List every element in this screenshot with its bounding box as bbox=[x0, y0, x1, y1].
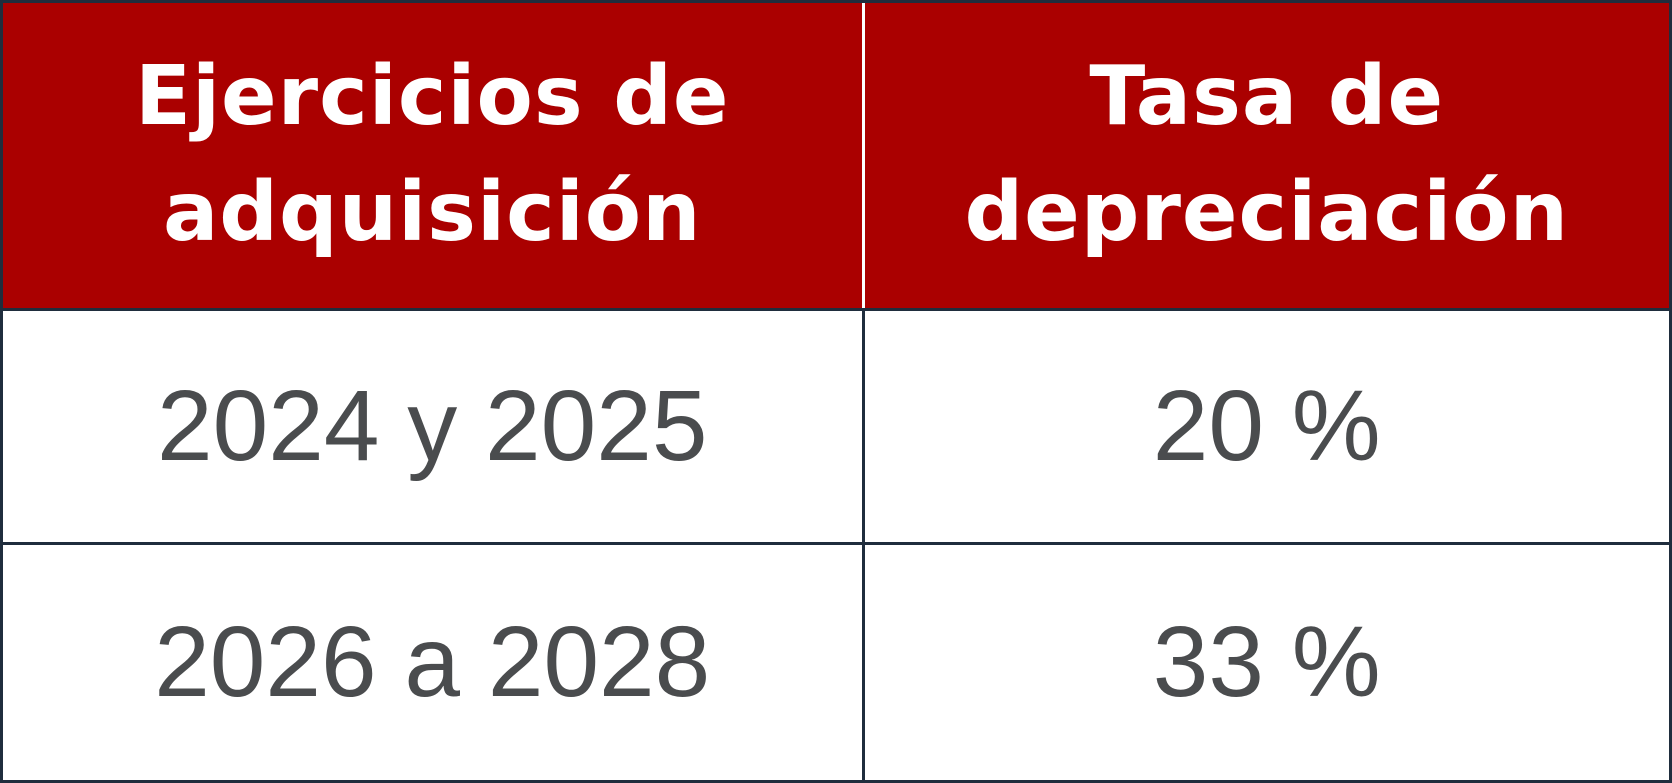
header-depreciation-rate-line2: depreciación bbox=[964, 165, 1570, 261]
header-depreciation-rate-line1: Tasa de bbox=[1089, 49, 1445, 145]
table-row: 2026 a 2028 33 % bbox=[3, 543, 1669, 780]
table-header-row: Ejercicios de adquisición Tasa de deprec… bbox=[3, 3, 1669, 311]
header-acquisition-years-line1: Ejercicios de bbox=[134, 49, 730, 145]
cell-rate: 33 % bbox=[1152, 605, 1381, 718]
header-depreciation-rate: Tasa de depreciación bbox=[863, 3, 1669, 311]
header-acquisition-years-line2: adquisición bbox=[162, 165, 702, 261]
header-acquisition-years: Ejercicios de adquisición bbox=[3, 3, 865, 311]
cell-years: 2026 a 2028 bbox=[3, 543, 865, 780]
cell-years: 2024 y 2025 bbox=[3, 309, 865, 545]
cell-rate: 20 % bbox=[863, 309, 1669, 545]
table-row: 2024 y 2025 20 % bbox=[3, 309, 1669, 545]
depreciation-table: Ejercicios de adquisición Tasa de deprec… bbox=[3, 3, 1669, 780]
